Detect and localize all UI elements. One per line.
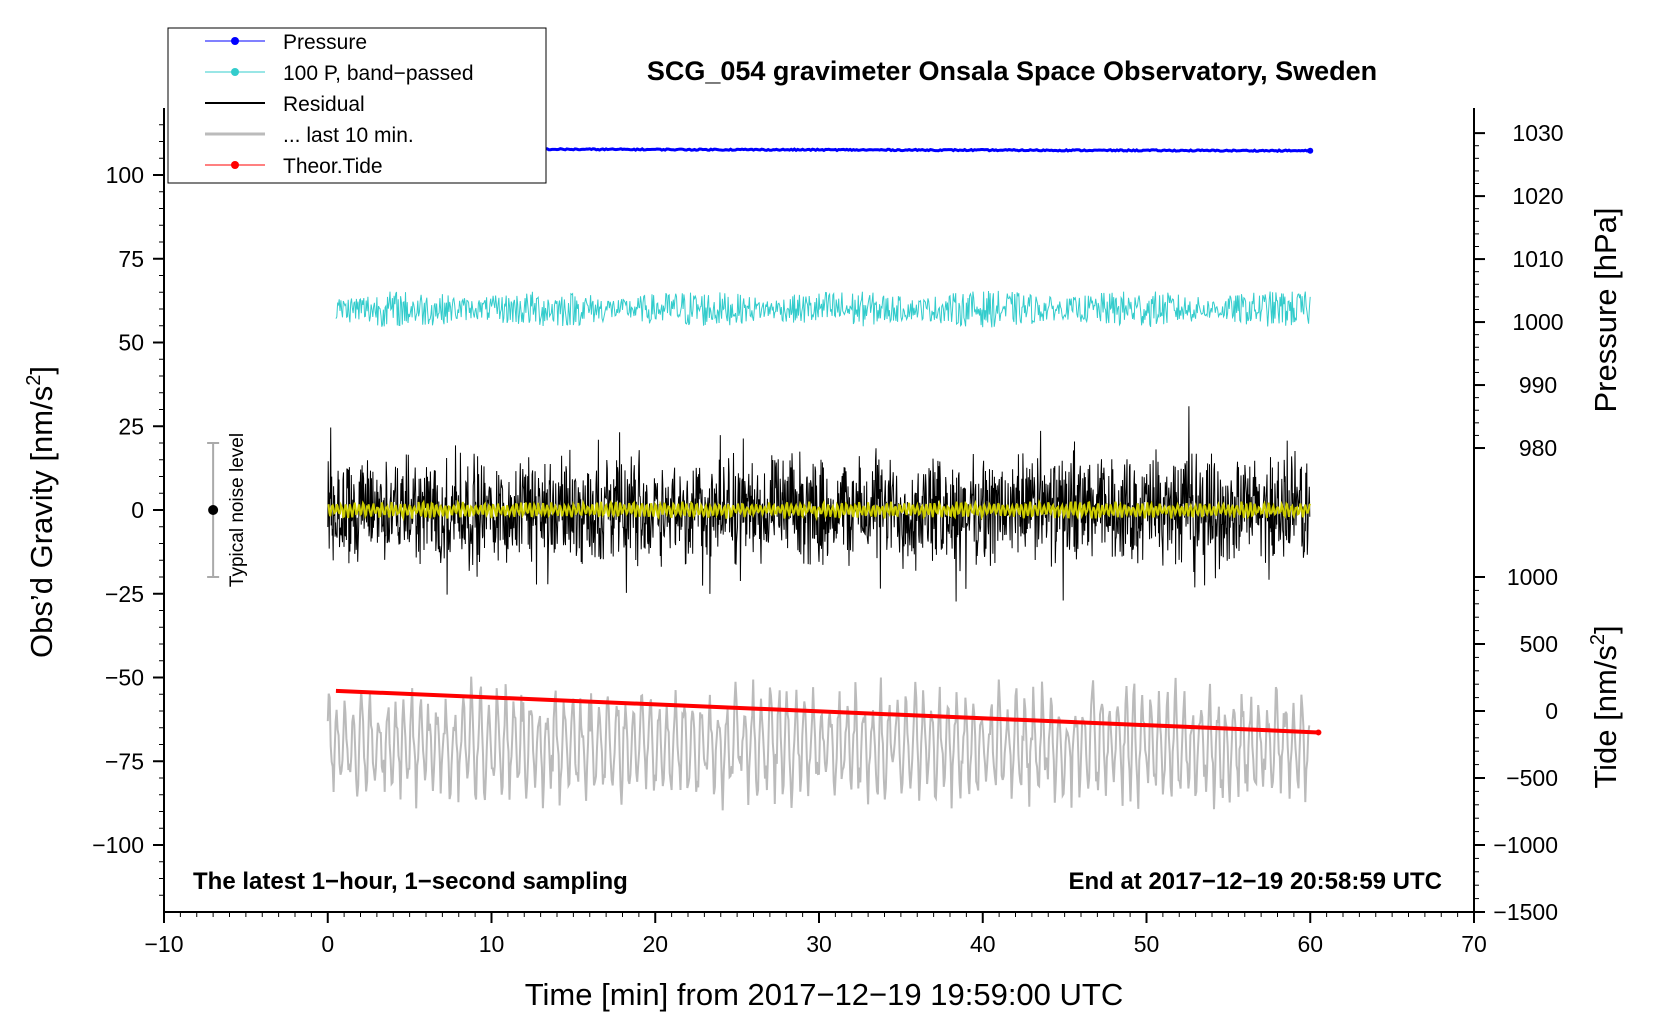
series-residual (327, 406, 1311, 602)
pressure-tick-label-5: 980 (1519, 435, 1557, 461)
x-tick-label-4: 30 (806, 931, 832, 957)
chart-title: SCG_054 gravimeter Onsala Space Observat… (647, 56, 1377, 86)
legend: Pressure 100 P, band−passed Residual ...… (167, 27, 547, 184)
pressure-tick-label-0: 1030 (1512, 120, 1563, 146)
y-axis-label-tide: Tide [nm/s2] (1587, 625, 1623, 788)
x-tick-label-6: 50 (1134, 931, 1160, 957)
y-axis-label-gravity-sup: 2 (23, 375, 45, 386)
legend-item-band-passed: 100 P, band−passed (205, 62, 474, 85)
noise-level-label: Typical noise level (227, 433, 248, 587)
legend-item-residual: Residual (205, 93, 365, 116)
tide-tick-label-1: 500 (1520, 631, 1558, 657)
legend-label-theor-tide: Theor.Tide (283, 155, 383, 178)
y-tick-label-8: −100 (92, 832, 144, 858)
annotation-end-time: End at 2017−12−19 20:58:59 UTC (1068, 868, 1442, 895)
noise-level-indicator: Typical noise level (207, 433, 248, 587)
tide-tick-label-2: 0 (1545, 698, 1558, 724)
series-last-10-min (326, 676, 1311, 811)
tide-tick-label-3: −500 (1506, 765, 1558, 791)
x-tick-label-7: 60 (1297, 931, 1323, 957)
y-tick-label-6: −50 (105, 665, 144, 691)
x-tick-label-0: −10 (144, 931, 183, 957)
y-tick-label-7: −75 (105, 748, 144, 774)
tide-tick-label-0: 1000 (1507, 564, 1558, 590)
legend-label-last-10-min: ... last 10 min. (283, 124, 414, 147)
y-tick-label-2: 50 (118, 330, 144, 356)
y-tick-label-1: 75 (118, 246, 144, 272)
series-residual-smoothed (327, 498, 1312, 522)
y-axis-label-tide-main: Tide [nm/s (1588, 645, 1623, 789)
legend-marker-pressure (231, 37, 239, 45)
y-axis-label-gravity-main: Obs’d Gravity [nm/s (24, 386, 59, 658)
x-tick-label-2: 10 (479, 931, 505, 957)
legend-label-pressure: Pressure (283, 31, 367, 54)
y-axis-label-gravity-close: ] (24, 366, 59, 375)
x-tick-label-8: 70 (1461, 931, 1487, 957)
pressure-tick-label-3: 1000 (1512, 309, 1563, 335)
legend-item-theor-tide: Theor.Tide (205, 155, 383, 178)
pressure-tick-label-4: 990 (1519, 372, 1557, 398)
y-tick-label-3: 25 (118, 413, 144, 439)
pressure-tick-label-1: 1020 (1512, 183, 1563, 209)
legend-item-pressure: Pressure (205, 31, 367, 54)
annotation-sampling: The latest 1−hour, 1−second sampling (193, 868, 628, 895)
tide-tick-label-4: −1000 (1493, 832, 1558, 858)
x-tick-label-5: 40 (970, 931, 996, 957)
y-axis-label-tide-sup: 2 (1587, 634, 1609, 645)
tide-tick-label-5: −1500 (1493, 899, 1558, 925)
legend-box (167, 27, 547, 184)
tick-layer: −10 0 10 20 30 40 50 60 701007550250−25−50−75−10… (92, 120, 1563, 957)
series-band-passed (335, 290, 1311, 328)
y-tick-label-0: 100 (106, 162, 144, 188)
x-axis-label: Time [min] from 2017−12−19 19:59:00 UTC (525, 977, 1124, 1012)
legend-item-last-10-min: ... last 10 min. (205, 124, 414, 147)
legend-marker-theor-tide (231, 161, 239, 169)
y-axis-label-tide-close: ] (1588, 625, 1623, 634)
y-tick-label-5: −25 (105, 581, 144, 607)
series-theor-tide (335, 688, 1319, 735)
x-tick-label-3: 20 (642, 931, 668, 957)
y-axis-label-pressure: Pressure [hPa] (1588, 207, 1623, 412)
y-axis-label-gravity: Obs’d Gravity [nm/s2] (23, 366, 59, 658)
y-tick-label-4: 0 (131, 497, 144, 523)
legend-label-band-passed: 100 P, band−passed (283, 62, 474, 85)
series-layer (326, 146, 1322, 811)
pressure-tick-label-2: 1010 (1512, 246, 1563, 272)
series-theor-tide-end-marker (1315, 729, 1322, 736)
legend-label-residual: Residual (283, 93, 365, 116)
series-pressure-end-marker (1307, 147, 1314, 154)
legend-marker-band-passed (231, 68, 239, 76)
x-tick-label-1: 0 (321, 931, 334, 957)
noise-level-dot (208, 505, 219, 515)
